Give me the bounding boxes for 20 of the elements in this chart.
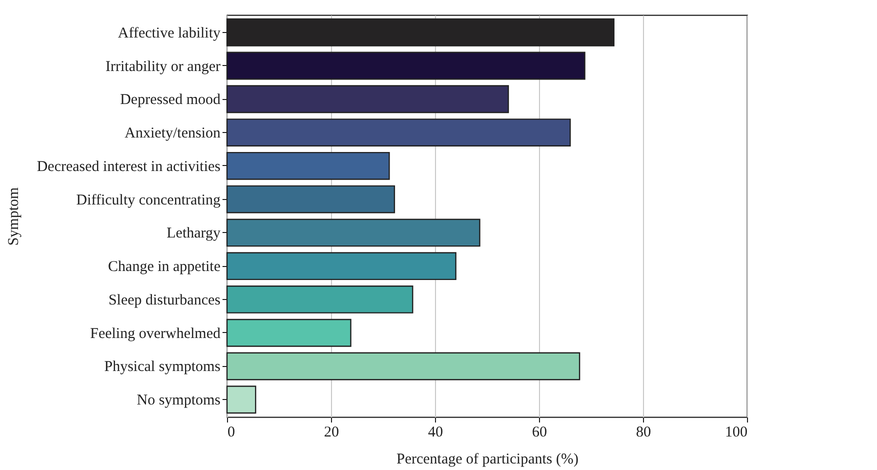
y-tick-label: Decreased interest in activities [36,158,221,175]
y-axis-title: Symptom [6,187,22,246]
y-tick-label: Depressed mood [120,92,221,108]
y-tick-label: Feeling overwhelmed [90,326,221,342]
x-tick-label: 60 [532,424,547,440]
y-tick-label: Anxiety/tension [124,126,221,142]
y-tick-label: Sleep disturbances [108,292,221,308]
x-tick-label: 0 [228,424,235,440]
y-tick-label: Irritability or anger [106,58,220,75]
y-tick-label: Lethargy [166,226,221,242]
y-tick-label: No symptoms [136,392,221,409]
y-tick-label: Change in appetite [108,259,221,276]
y-tick-label: Difficulty concentrating [76,192,221,208]
x-tick-label: 80 [636,424,651,440]
x-axis-title: Percentage of participants (%) [396,452,579,468]
x-tick-label: 40 [428,424,443,440]
x-tick-label: 20 [324,424,339,440]
x-tick-label: 100 [725,424,748,440]
y-tick-label: Physical symptoms [104,359,221,376]
y-tick-label: Affective lability [118,25,221,42]
